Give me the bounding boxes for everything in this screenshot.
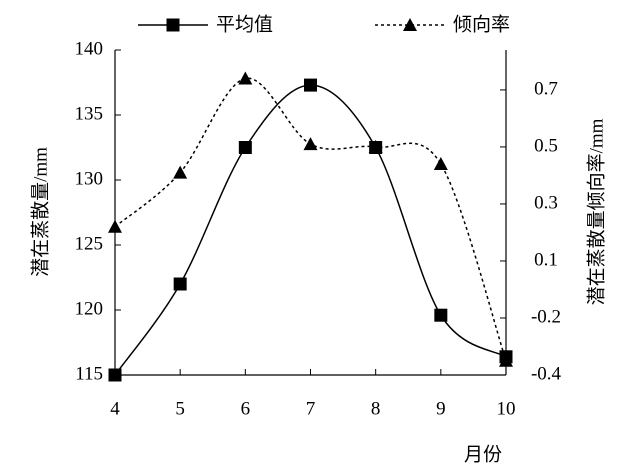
- legend-label: 平均值: [216, 13, 273, 35]
- y-tick-label: 140: [75, 38, 104, 59]
- y2-tick-label: -0.4: [531, 363, 562, 384]
- series-line: [114, 84, 507, 376]
- data-point: [433, 157, 448, 171]
- y-tick-label: 115: [75, 363, 103, 384]
- y2-axis-label: 潜在蒸散量倾向率/mm: [585, 118, 607, 305]
- data-point: [238, 71, 253, 85]
- x-tick-label: 6: [241, 398, 251, 419]
- x-axis-label: 月份: [464, 443, 502, 465]
- legend-marker: [166, 18, 180, 32]
- data-point: [108, 219, 122, 233]
- y2-tick-label: 0.7: [534, 78, 558, 99]
- x-tick-label: 8: [371, 398, 381, 419]
- series-line: [114, 77, 507, 361]
- y2-tick-label: 0.5: [534, 135, 558, 156]
- y-tick-label: 120: [75, 298, 104, 319]
- legend-label: 倾向率: [453, 13, 510, 35]
- y-axis-label: 潜在蒸散量/mm: [29, 147, 51, 277]
- data-point: [368, 139, 383, 153]
- y-tick-label: 125: [75, 233, 104, 254]
- x-tick-label: 9: [436, 398, 446, 419]
- y2-tick-label: -0.2: [531, 306, 561, 327]
- y2-tick-label: 0.3: [534, 192, 558, 213]
- data-point: [108, 368, 122, 382]
- data-point: [434, 308, 448, 322]
- data-point: [238, 141, 252, 154]
- y2-tick-label: 0.1: [534, 249, 558, 270]
- data-point: [499, 353, 513, 367]
- x-tick-label: 5: [175, 398, 185, 419]
- y-tick-label: 135: [75, 103, 104, 124]
- data-point: [303, 137, 318, 151]
- data-point: [173, 277, 187, 291]
- data-point: [173, 165, 188, 179]
- legend-marker: [403, 18, 417, 31]
- x-tick-label: 7: [306, 398, 316, 419]
- x-tick-label: 4: [110, 398, 120, 419]
- y-tick-label: 130: [75, 168, 104, 189]
- x-tick-label: 10: [497, 398, 516, 419]
- data-point: [304, 78, 317, 92]
